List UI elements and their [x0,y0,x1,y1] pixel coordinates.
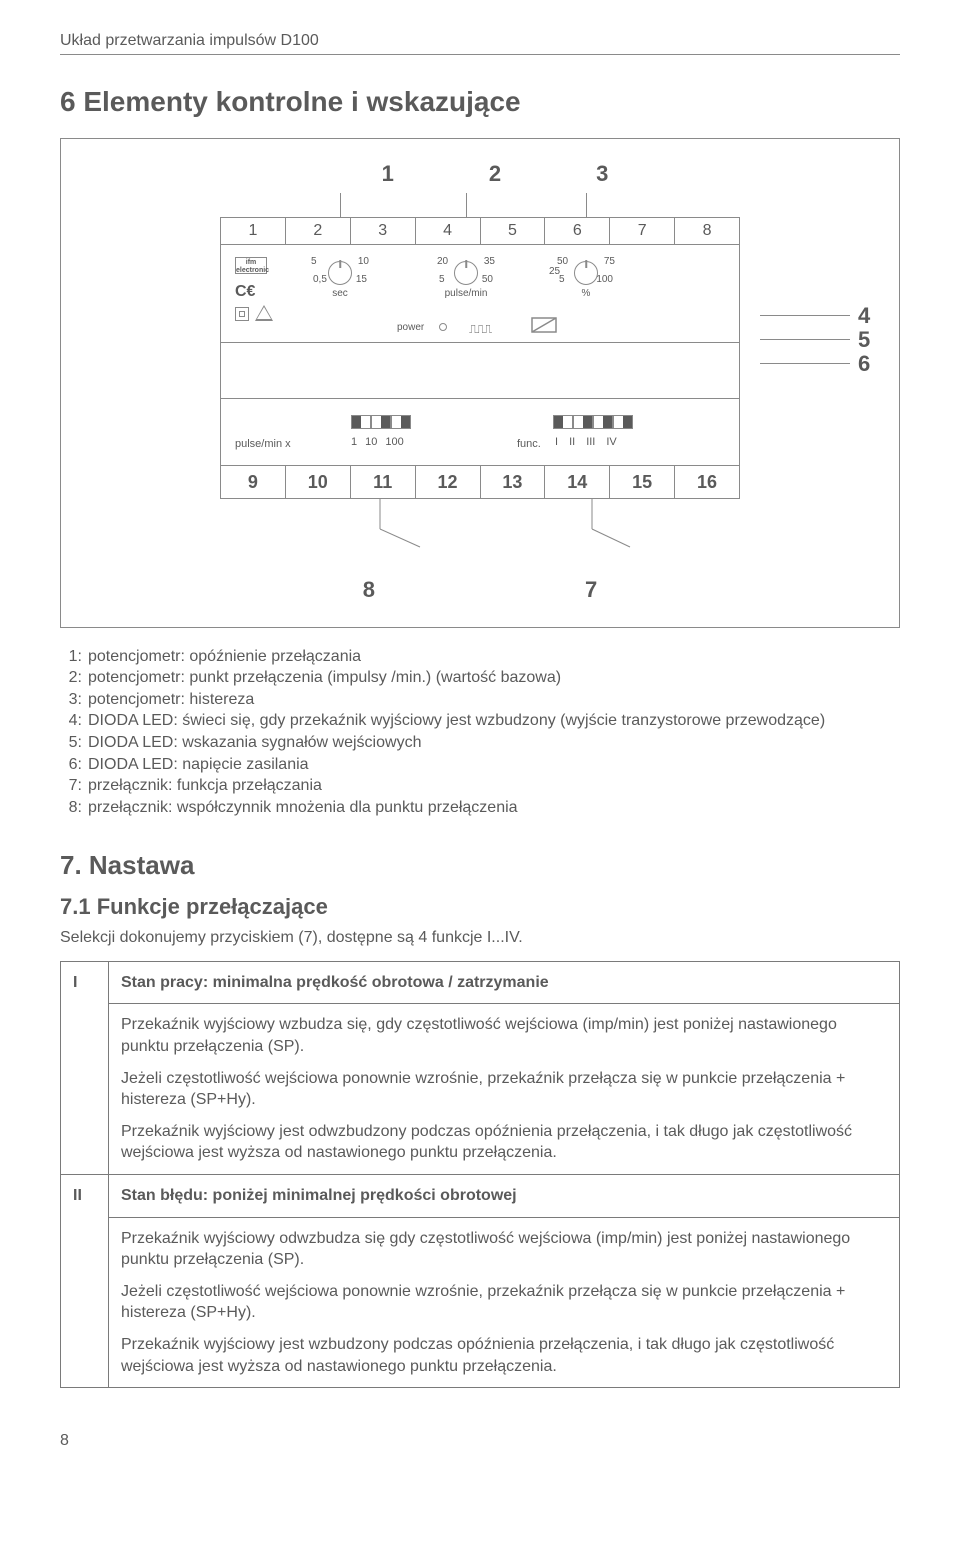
func-roman: I [61,961,109,1174]
terminal: 11 [351,466,416,498]
terminal: 3 [351,218,416,244]
func-body: Przekaźnik wyjściowy wzbudza się, gdy cz… [109,1004,900,1175]
device-diagram: 1 2 3 1 2 3 4 5 6 7 8 ifmelec [60,138,900,627]
callout-2: 2 [489,159,501,189]
power-label: power [397,321,424,335]
terminal: 10 [286,466,351,498]
legend-item: DIODA LED: świeci się, gdy przekaźnik wy… [88,710,825,732]
dial-knob[interactable] [328,261,352,285]
control-panel: ifmelectronic C€ 5 10 0,5 15 sec 20 35 [221,245,739,343]
terminal: 14 [545,466,610,498]
terminal-row-top: 1 2 3 4 5 6 7 8 [221,218,739,245]
legend-item: DIODA LED: napięcie zasilania [88,754,309,776]
dip-function[interactable] [553,415,633,429]
legend-item: przełącznik: funkcja przełączania [88,775,322,797]
ifm-logo: ifmelectronic [235,257,267,274]
table-row: II Stan błędu: poniżej minimalnej prędko… [61,1174,900,1217]
terminal: 12 [416,466,481,498]
section7-1-title: 7.1 Funkcje przełączające [60,892,900,922]
terminal: 15 [610,466,675,498]
function-table: I Stan pracy: minimalna prędkość obrotow… [60,961,900,1388]
warning-icon [255,305,273,321]
label-area [221,343,739,399]
lower-leader-lines [220,499,740,549]
terminal: 16 [675,466,739,498]
callout-1: 1 [382,159,394,189]
terminal: 6 [545,218,610,244]
dial-knob[interactable] [574,261,598,285]
doc-title: Układ przetwarzania impulsów D100 [60,32,319,49]
class2-icon [235,307,249,321]
callout-7: 7 [585,575,597,605]
dip-multiplier[interactable] [351,415,411,429]
dip-switch-panel: pulse/min x 1 10 100 func. [221,399,739,465]
doc-header: Układ przetwarzania impulsów D100 [60,30,900,55]
table-row: Przekaźnik wyjściowy odwzbudza się gdy c… [61,1217,900,1388]
legend-list: 1:potencjometr: opóźnienie przełączania … [60,646,900,819]
terminal: 13 [481,466,546,498]
dial-pulsemin: 20 35 5 50 pulse/min [443,251,489,285]
section7-intro: Selekcji dokonujemy przyciskiem (7), dos… [60,927,900,949]
ce-mark: C€ [235,281,255,303]
func-label: func. [517,437,541,452]
dial-knob[interactable] [454,261,478,285]
section7-title: 7. Nastawa [60,848,900,883]
terminal: 9 [221,466,286,498]
table-row: I Stan pracy: minimalna prędkość obrotow… [61,961,900,1004]
pulse-multiplier-label: pulse/min x [235,437,291,452]
legend-item: potencjometr: punkt przełączenia (impuls… [88,667,561,689]
power-led [439,323,447,331]
legend-item: potencjometr: opóźnienie przełączania [88,646,361,668]
terminal: 7 [610,218,675,244]
top-callouts: 1 2 3 [79,159,881,189]
callout-6: 6 [858,349,870,379]
table-row: Przekaźnik wyjściowy wzbudza się, gdy cz… [61,1004,900,1175]
func-header: Stan pracy: minimalna prędkość obrotowa … [109,961,900,1004]
terminal: 2 [286,218,351,244]
device-front-panel: 1 2 3 4 5 6 7 8 ifmelectronic C€ 5 10 [220,217,740,499]
dial-sec: 5 10 0,5 15 sec [317,251,363,285]
terminal: 1 [221,218,286,244]
callout-8: 8 [363,575,375,605]
legend-item: potencjometr: histereza [88,689,254,711]
lower-callouts: 8 7 [79,575,881,605]
callout-lines-top [220,193,740,217]
func-body: Przekaźnik wyjściowy odwzbudza się gdy c… [109,1217,900,1388]
func-header: Stan błędu: poniżej minimalnej prędkości… [109,1174,900,1217]
section6-title: 6 Elementy kontrolne i wskazujące [60,83,900,121]
terminal-row-bottom: 9 10 11 12 13 14 15 16 [221,465,739,498]
terminal: 4 [416,218,481,244]
relay-led-icon [531,317,557,340]
func-roman: II [61,1174,109,1387]
dial-percent: 25 50 75 5 100 % [563,251,609,285]
pulse-led-icon: ⎍⎍⎍ [469,321,491,337]
legend-item: przełącznik: współczynnik mnożenia dla p… [88,797,518,819]
legend-item: DIODA LED: wskazania sygnałów wejściowyc… [88,732,421,754]
terminal: 5 [481,218,546,244]
terminal: 8 [675,218,739,244]
page-number: 8 [60,1430,900,1452]
callout-3: 3 [596,159,608,189]
